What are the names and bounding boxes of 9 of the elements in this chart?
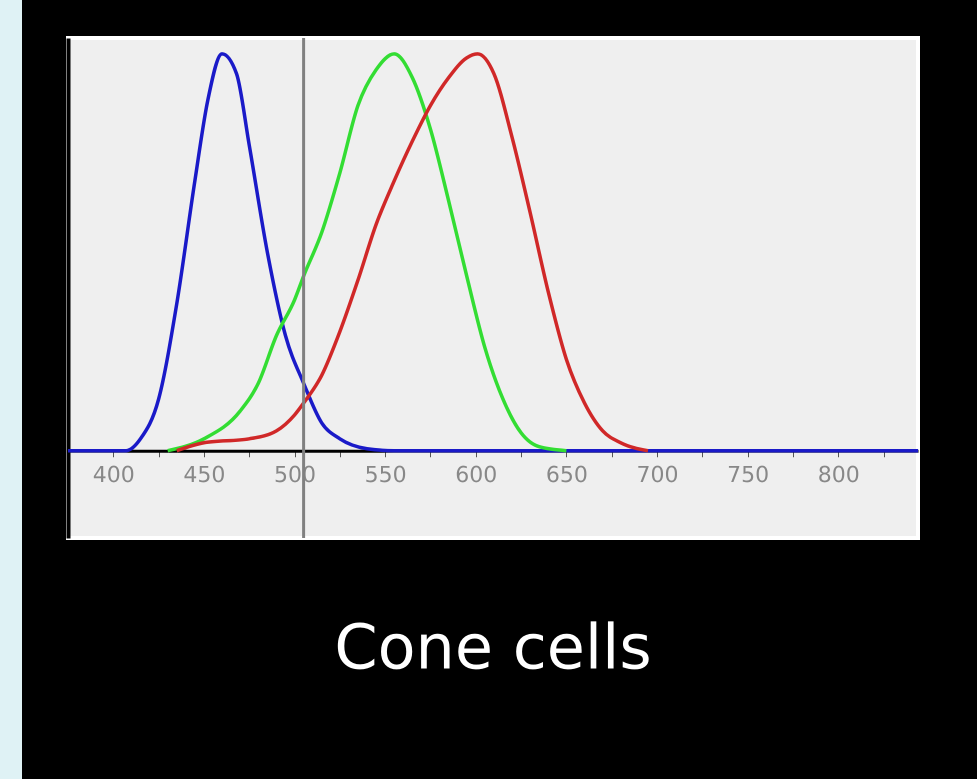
x-tick-label: 650 xyxy=(546,463,588,488)
x-tick-label: 700 xyxy=(636,463,679,488)
x-tick-label: 800 xyxy=(818,463,860,488)
x-tick-label: 750 xyxy=(727,463,770,488)
text: Cone cells xyxy=(334,610,652,684)
x-tick-label: 450 xyxy=(183,463,226,488)
x-tick-label: 600 xyxy=(455,463,498,488)
x-tick-label: 550 xyxy=(364,463,407,488)
x-tick-label: 400 xyxy=(92,463,135,488)
